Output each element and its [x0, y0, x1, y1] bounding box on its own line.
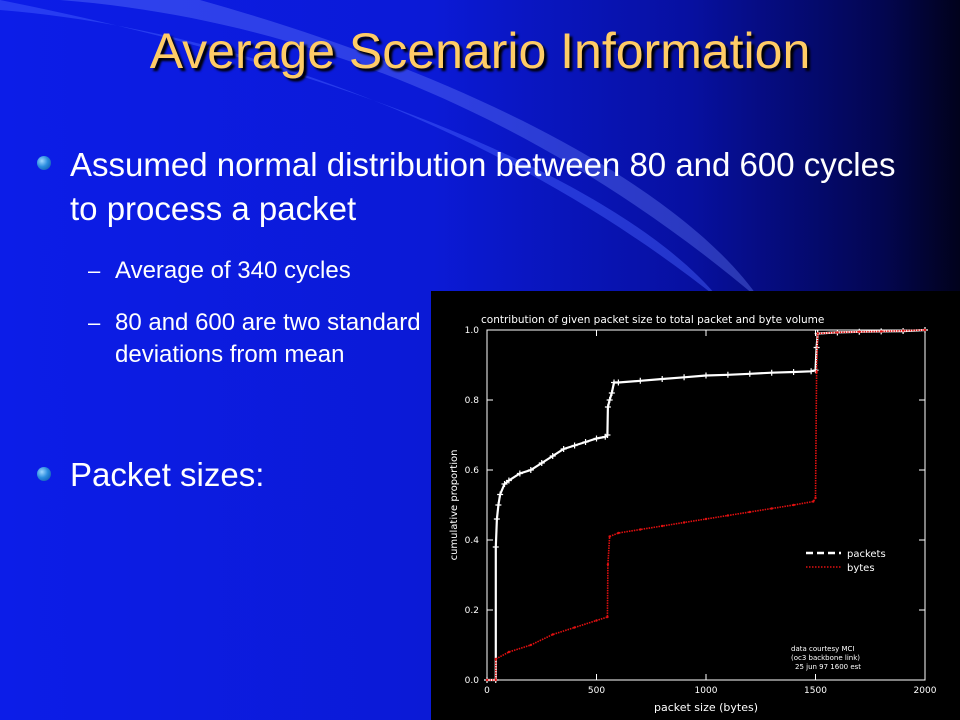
data-point-bytes	[661, 524, 664, 528]
data-point-bytes	[812, 500, 815, 503]
data-point-packets	[608, 390, 615, 396]
data-point-bytes	[815, 370, 818, 374]
series-bytes-line	[487, 329, 926, 681]
data-point-packets	[538, 460, 545, 466]
data-point-packets	[724, 371, 731, 378]
data-point-bytes	[814, 496, 817, 500]
packet-size-chart: contribution of given packet size to tot…	[431, 291, 960, 720]
data-point-packets	[604, 404, 611, 410]
data-point-packets	[497, 491, 504, 498]
data-point-packets	[593, 435, 600, 442]
data-point-packets	[516, 470, 523, 477]
data-point-packets	[808, 368, 815, 375]
data-point-bytes	[606, 563, 610, 566]
y-tick-label: 0.6	[465, 466, 480, 476]
data-point-packets	[493, 516, 500, 522]
bullet-icon	[37, 156, 51, 170]
data-point-bytes	[494, 657, 497, 661]
sub-bullet-text-2: 80 and 600 are two standard deviations f…	[115, 309, 421, 368]
y-tick-label: 1.0	[465, 326, 480, 336]
data-point-bytes	[748, 510, 751, 514]
data-point-packets	[703, 372, 709, 379]
y-tick-label: 0.8	[465, 396, 480, 406]
data-point-bytes	[639, 528, 642, 531]
data-point-bytes	[770, 507, 773, 510]
chart-annotation-line-3: 25 jun 97 1600 est	[795, 663, 861, 671]
data-point-bytes	[880, 330, 883, 333]
data-point-packets	[501, 481, 508, 487]
bullet-text-2: Packet sizes:	[70, 456, 265, 493]
data-point-packets	[604, 432, 611, 438]
plot-frame	[486, 329, 926, 681]
data-point-bytes	[923, 328, 927, 332]
data-point-bytes	[494, 678, 497, 682]
data-point-bytes	[529, 643, 532, 647]
data-point-packets	[560, 446, 567, 452]
data-point-packets	[505, 477, 512, 484]
data-point-bytes	[595, 619, 598, 622]
data-point-packets	[790, 369, 797, 375]
chart-annotation-line-1: data courtesy MCI	[791, 645, 855, 653]
data-point-packets	[527, 467, 534, 473]
sub-bullet-text-1: Average of 340 cycles	[115, 257, 351, 284]
data-point-bytes	[507, 650, 511, 654]
bullet-text-1: Assumed normal distribution between 80 a…	[70, 146, 896, 227]
legend-bytes-label: bytes	[847, 563, 875, 574]
data-point-bytes	[573, 626, 576, 629]
x-tick-label: 1500	[804, 686, 827, 696]
x-tick-label: 0	[484, 686, 490, 696]
y-tick-label: 0.4	[465, 536, 480, 546]
y-tick-label: 0.0	[465, 676, 480, 686]
data-point-bytes	[704, 517, 708, 521]
bullet-icon	[37, 467, 51, 481]
data-point-packets	[495, 502, 502, 508]
data-point-packets	[768, 369, 775, 376]
dash-icon: –	[88, 310, 101, 335]
x-tick-label: 2000	[914, 686, 937, 696]
dash-icon: –	[88, 258, 101, 283]
data-point-packets	[582, 439, 589, 445]
series-packets-line	[487, 328, 926, 682]
data-point-bytes	[858, 330, 861, 333]
x-axis-label: packet size (bytes)	[654, 701, 758, 714]
data-point-bytes	[617, 531, 620, 535]
x-tick-label: 500	[588, 686, 605, 696]
data-point-packets	[606, 397, 613, 403]
x-tick-label: 1000	[695, 686, 718, 696]
y-axis-label: cumulative proportion	[449, 450, 460, 561]
data-point-packets	[571, 442, 578, 449]
data-point-bytes	[836, 331, 839, 334]
data-point-bytes	[485, 678, 489, 682]
data-point-bytes	[682, 521, 686, 524]
chart-title: contribution of given packet size to tot…	[481, 314, 824, 326]
data-point-bytes	[792, 503, 795, 507]
data-point-bytes	[816, 332, 819, 335]
series-layer	[484, 327, 928, 683]
data-point-bytes	[551, 633, 554, 636]
slide-title: Average Scenario Information	[149, 23, 811, 79]
data-point-bytes	[901, 329, 905, 332]
data-point-packets	[492, 544, 499, 550]
legend-packets-label: packets	[847, 549, 886, 560]
data-point-packets	[659, 376, 666, 382]
y-tick-label: 0.2	[465, 606, 479, 616]
data-point-packets	[746, 370, 753, 377]
data-point-packets	[681, 374, 688, 381]
data-point-bytes	[726, 514, 730, 517]
data-point-bytes	[608, 535, 611, 538]
data-point-packets	[549, 453, 556, 459]
data-point-packets	[637, 377, 644, 384]
axis-ticks: 0 500 1000 1500 2000 0.0 0.2 0.4 0.6 0.8 1.0	[465, 326, 937, 696]
data-point-packets	[615, 379, 622, 386]
data-point-bytes	[606, 615, 609, 619]
chart-annotation-line-2: (oc3 backbone link)	[791, 654, 860, 662]
